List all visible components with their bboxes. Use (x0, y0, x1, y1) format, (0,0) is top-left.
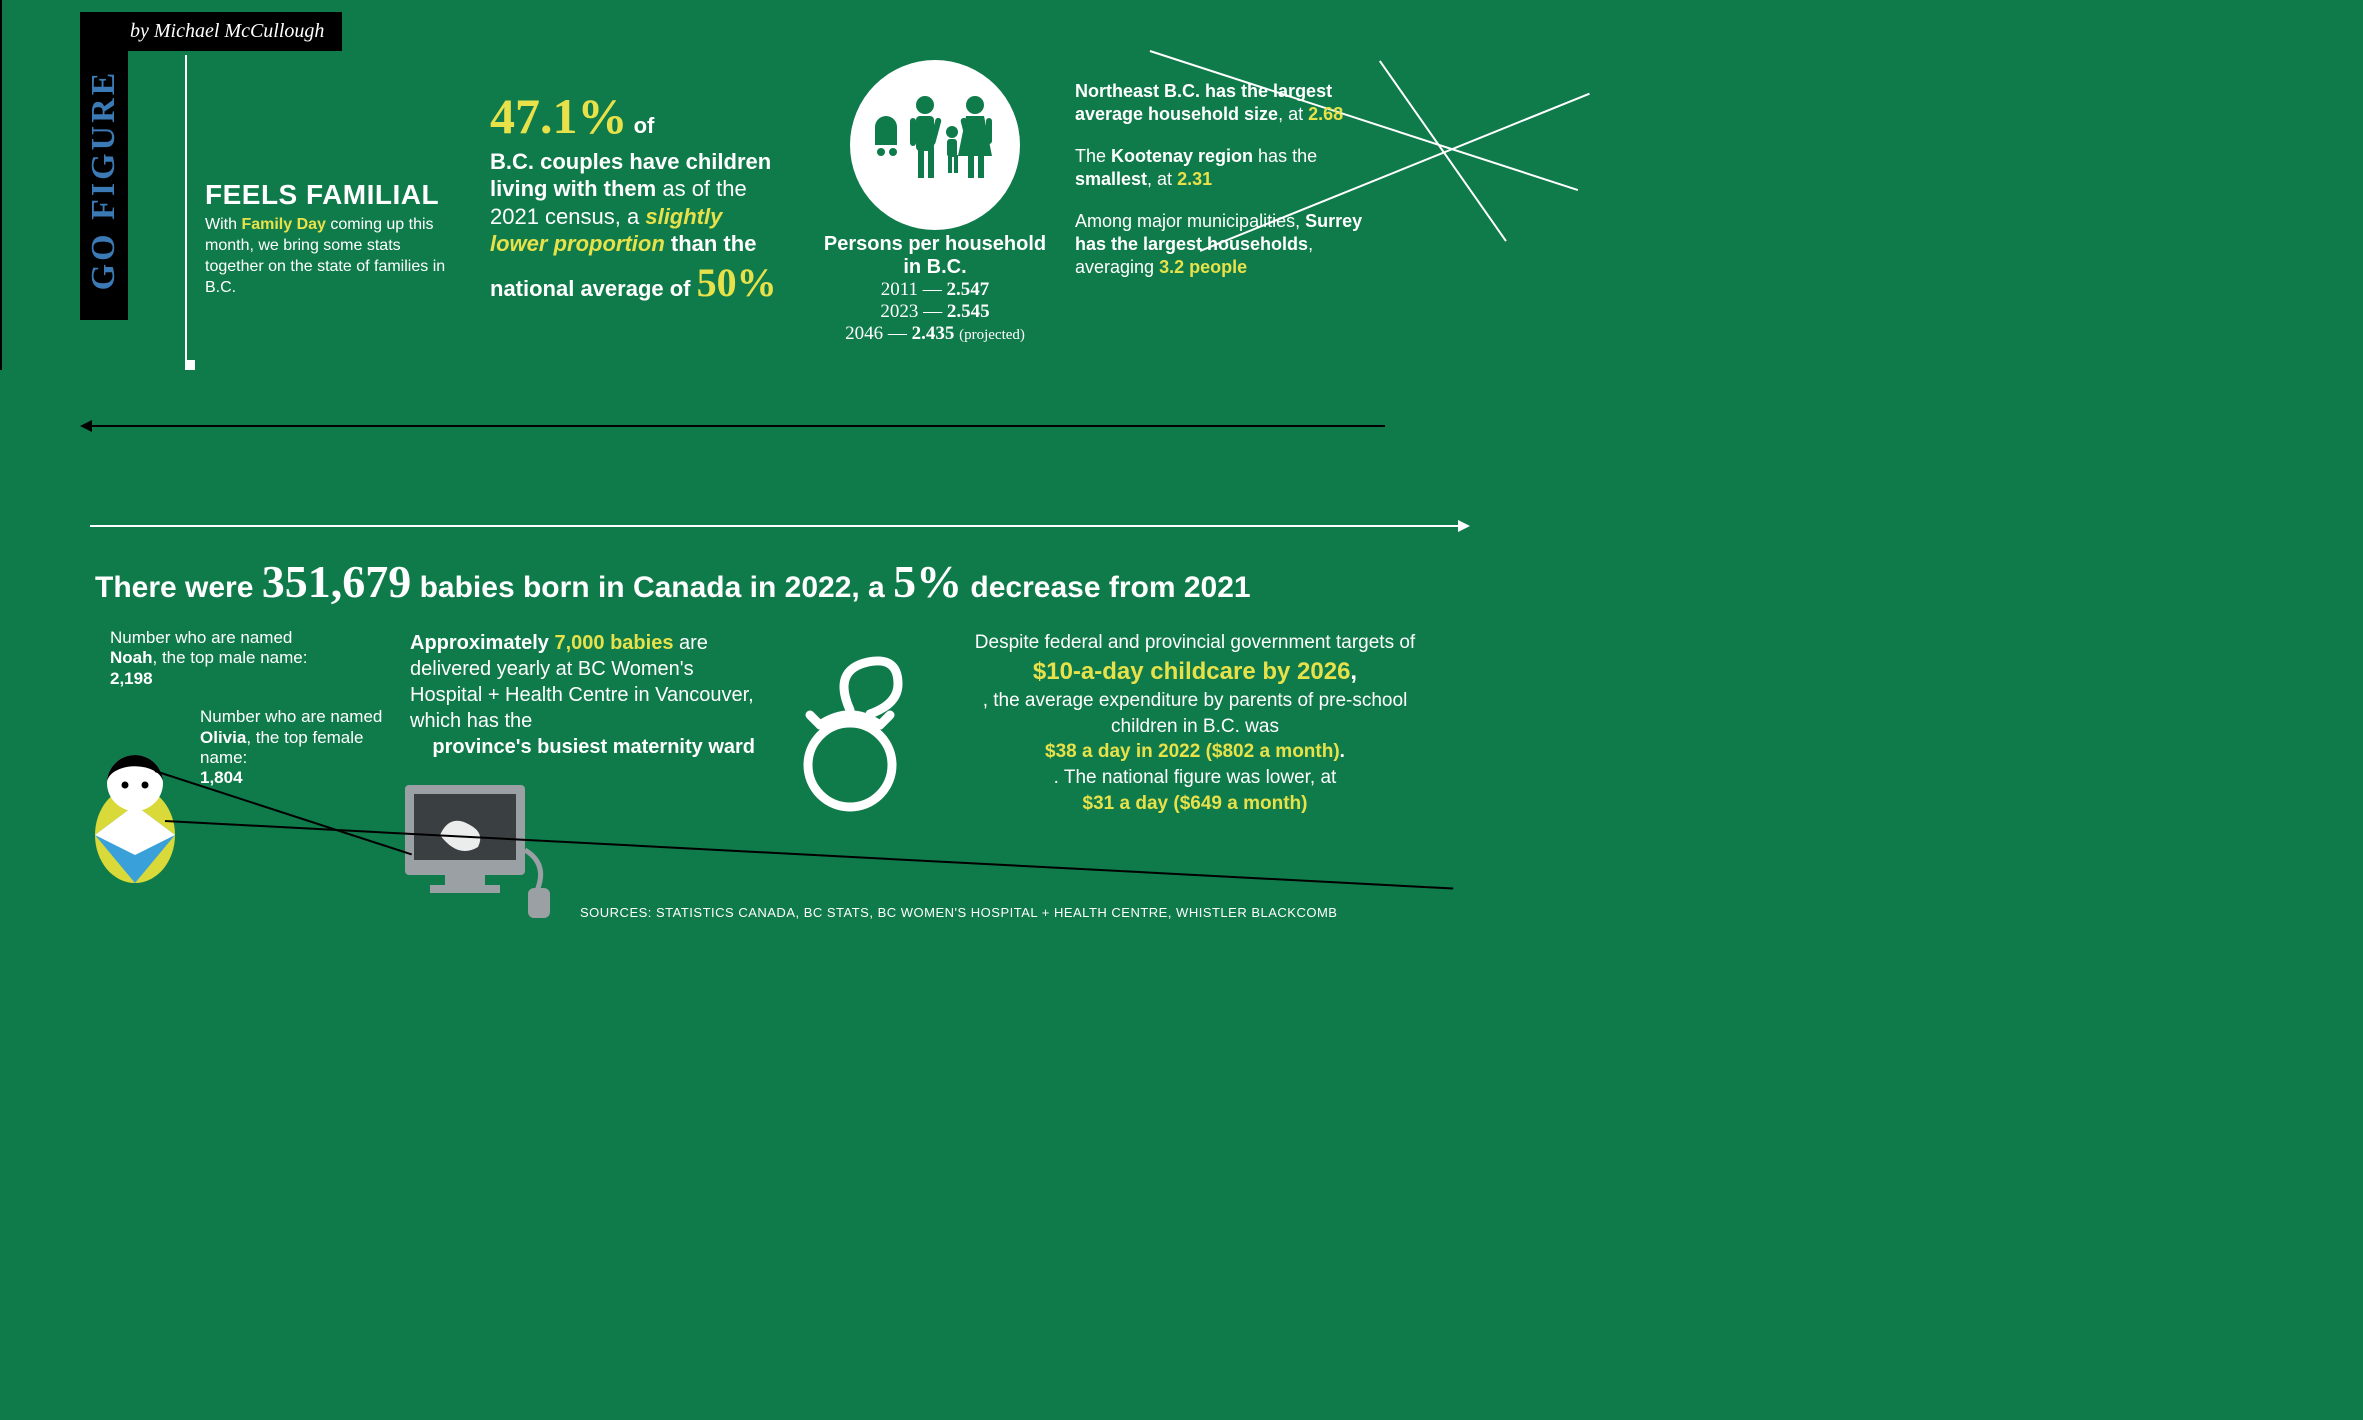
divider-arrow-right (90, 525, 1460, 527)
pacifier-icon (790, 640, 940, 820)
intro-block: FEELS FAMILIAL With Family Day coming up… (205, 180, 455, 299)
highlight: $31 a day ($649 a month) (955, 791, 1435, 817)
stat-value: 1,804 (200, 768, 243, 787)
text: . The national figure was lower, at (955, 765, 1435, 791)
intro-title: FEELS FAMILIAL (205, 180, 455, 209)
connector-line (0, 0, 2, 370)
persons-per-household: Persons per household in B.C. 2011 — 2.5… (820, 233, 1050, 345)
text: $10-a-day childcare by 2026 (1033, 658, 1351, 685)
persons-row: 2046 — 2.435 (projected) (820, 323, 1050, 345)
text: Number who are named (110, 628, 292, 647)
value: 2.547 (947, 279, 990, 300)
stat-number: 50% (697, 260, 777, 305)
text: , the average expenditure by parents of … (955, 688, 1435, 739)
stat-surrey: Among major municipalities, Surrey has t… (1075, 210, 1375, 280)
stat-value: 2.31 (1177, 169, 1212, 189)
stat-northeast: Northeast B.C. has the largest average h… (1075, 80, 1375, 127)
decorative-square (185, 360, 195, 370)
intro-body: With Family Day coming up this month, we… (205, 215, 455, 298)
stat-number: 5% (893, 556, 962, 607)
year: 2011 (881, 279, 918, 300)
stat-kootenay: The Kootenay region has the smallest, at… (1075, 145, 1375, 192)
name-female: Number who are named Olivia, the top fem… (200, 707, 390, 789)
value: 2.435 (912, 323, 955, 344)
note: (projected) (959, 327, 1025, 343)
byline-text: by Michael McCullough (130, 20, 324, 42)
text: Northeast B.C. has the (1075, 81, 1273, 101)
column-title: GO FIGURE (85, 70, 123, 291)
childcare-stat: Despite federal and provincial governmen… (955, 630, 1435, 816)
stat-value: 2.68 (1308, 104, 1343, 124)
text-bold: smallest (1075, 169, 1147, 189)
couples-body: 47.1% of B.C. couples have children livi… (490, 85, 780, 308)
babies-headline: There were 351,679 babies born in Canada… (95, 555, 1495, 608)
text: There were (95, 571, 262, 604)
name-male: Number who are named Noah, the top male … (110, 628, 390, 689)
decorative-line (185, 55, 187, 360)
text: The (1075, 146, 1111, 166)
text: $38 a day in 2022 ($802 a month) (1045, 741, 1340, 762)
family-icon-circle (850, 60, 1020, 230)
family-icon (870, 90, 1000, 200)
text: Number who are named (200, 707, 382, 726)
text: has the (1253, 146, 1317, 166)
stat-number: 351,679 (262, 556, 412, 607)
text: , the top male name: (153, 648, 308, 667)
year: 2046 (845, 323, 883, 344)
stat-number: 47.1% (490, 88, 628, 144)
persons-row: 2011 — 2.547 (820, 279, 1050, 301)
stat-value: 2,198 (110, 669, 153, 688)
highlight: $10-a-day childcare by 2026, (955, 656, 1435, 688)
hospital-stat: Approximately 7,000 babies are delivered… (410, 630, 755, 760)
hospital-emphasis: province's busiest maternity ward (410, 734, 755, 760)
name-value: Olivia (200, 728, 246, 747)
name-value: Noah (110, 648, 153, 667)
text: babies born in Canada in 2022, a (411, 571, 893, 604)
sources: SOURCES: STATISTICS CANADA, BC STATS, BC… (580, 905, 1337, 920)
column-title-block: GO FIGURE (80, 40, 128, 320)
text: Despite federal and provincial governmen… (955, 630, 1435, 656)
text: , at (1278, 104, 1308, 124)
couples-stat: 47.1% of B.C. couples have children livi… (490, 85, 780, 308)
year: 2023 (880, 301, 918, 322)
divider-arrow-left (90, 425, 1385, 427)
persons-row: 2023 — 2.545 (820, 301, 1050, 323)
text: , at (1147, 169, 1177, 189)
stat-value: 3.2 people (1159, 257, 1247, 277)
persons-title: Persons per household in B.C. (820, 233, 1050, 279)
highlight: $38 a day in 2022 ($802 a month). (955, 739, 1435, 765)
byline-prefix: by (130, 20, 149, 42)
value: 2.545 (947, 301, 990, 322)
highlight: 7,000 babies (554, 632, 673, 654)
text: Approximately (410, 632, 554, 654)
text: decrease from 2021 (962, 571, 1251, 604)
text-bold: Kootenay region (1111, 146, 1253, 166)
text: Among major municipalities, (1075, 211, 1305, 231)
decorative-line (1379, 60, 1506, 241)
connector-line (165, 820, 1453, 889)
highlight: Family Day (241, 216, 325, 233)
ultrasound-monitor-icon (400, 780, 570, 930)
regional-stats: Northeast B.C. has the largest average h… (1075, 80, 1375, 298)
text: of (628, 113, 655, 138)
swaddled-baby-icon (85, 745, 185, 885)
byline-author: Michael McCullough (154, 20, 325, 42)
text: With (205, 216, 241, 233)
